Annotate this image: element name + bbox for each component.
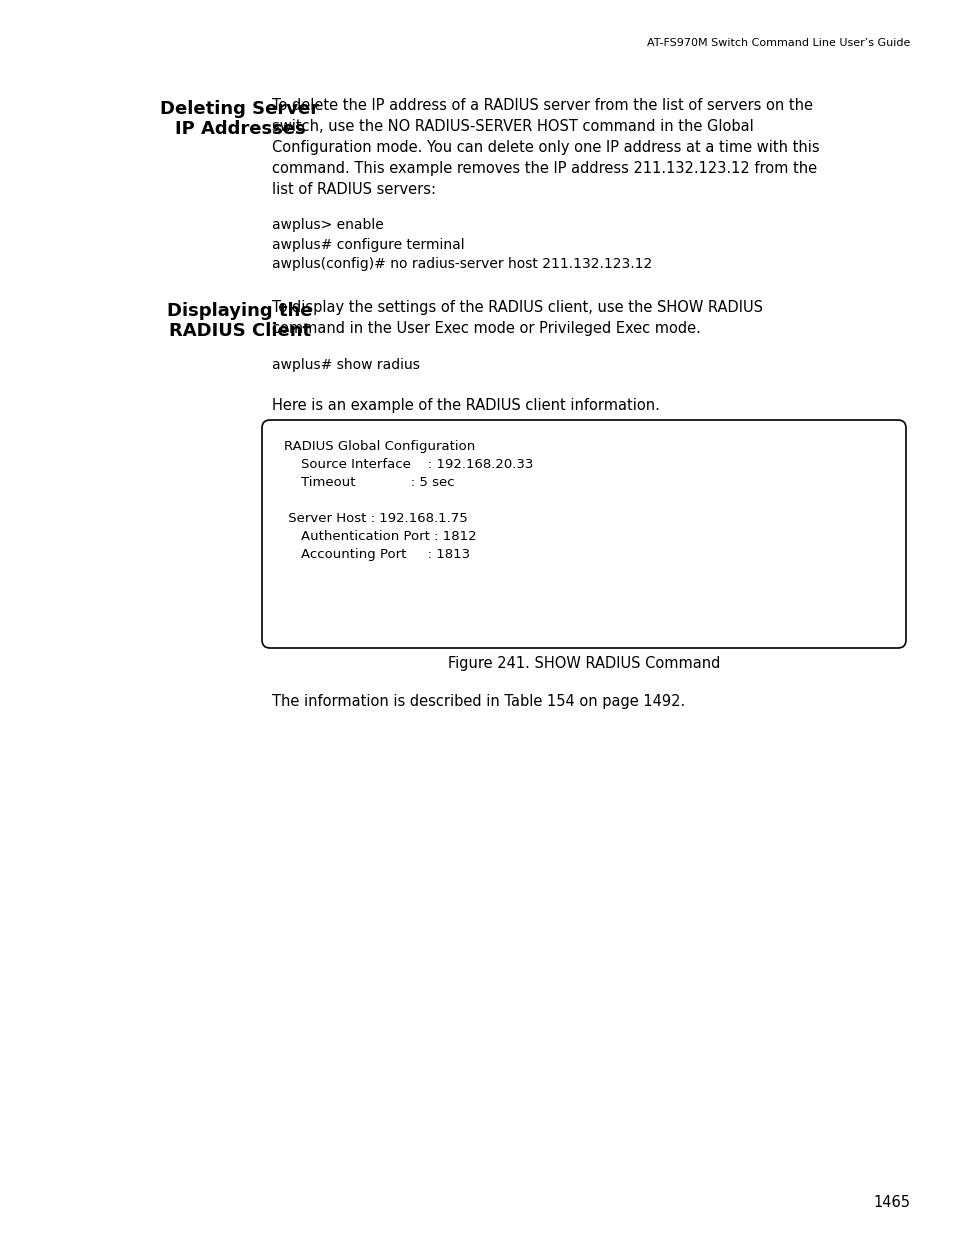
Text: Figure 241. SHOW RADIUS Command: Figure 241. SHOW RADIUS Command — [447, 656, 720, 671]
FancyBboxPatch shape — [262, 420, 905, 648]
Text: To display the settings of the RADIUS client, use the SHOW RADIUS
command in the: To display the settings of the RADIUS cl… — [272, 300, 762, 336]
Text: Here is an example of the RADIUS client information.: Here is an example of the RADIUS client … — [272, 398, 659, 412]
Text: IP Addresses: IP Addresses — [174, 120, 305, 138]
Text: RADIUS Global Configuration
    Source Interface    : 192.168.20.33
    Timeout : RADIUS Global Configuration Source Inter… — [284, 440, 533, 561]
Text: awplus# show radius: awplus# show radius — [272, 358, 419, 372]
Text: AT-FS970M Switch Command Line User’s Guide: AT-FS970M Switch Command Line User’s Gui… — [646, 38, 909, 48]
Text: To delete the IP address of a RADIUS server from the list of servers on the
swit: To delete the IP address of a RADIUS ser… — [272, 98, 819, 198]
Text: Deleting Server: Deleting Server — [160, 100, 319, 119]
Text: 1465: 1465 — [872, 1195, 909, 1210]
Text: RADIUS Client: RADIUS Client — [169, 322, 311, 340]
Text: Displaying the: Displaying the — [167, 303, 313, 320]
Text: The information is described in Table 154 on page 1492.: The information is described in Table 15… — [272, 694, 684, 709]
Text: awplus> enable
awplus# configure terminal
awplus(config)# no radius-server host : awplus> enable awplus# configure termina… — [272, 219, 652, 270]
